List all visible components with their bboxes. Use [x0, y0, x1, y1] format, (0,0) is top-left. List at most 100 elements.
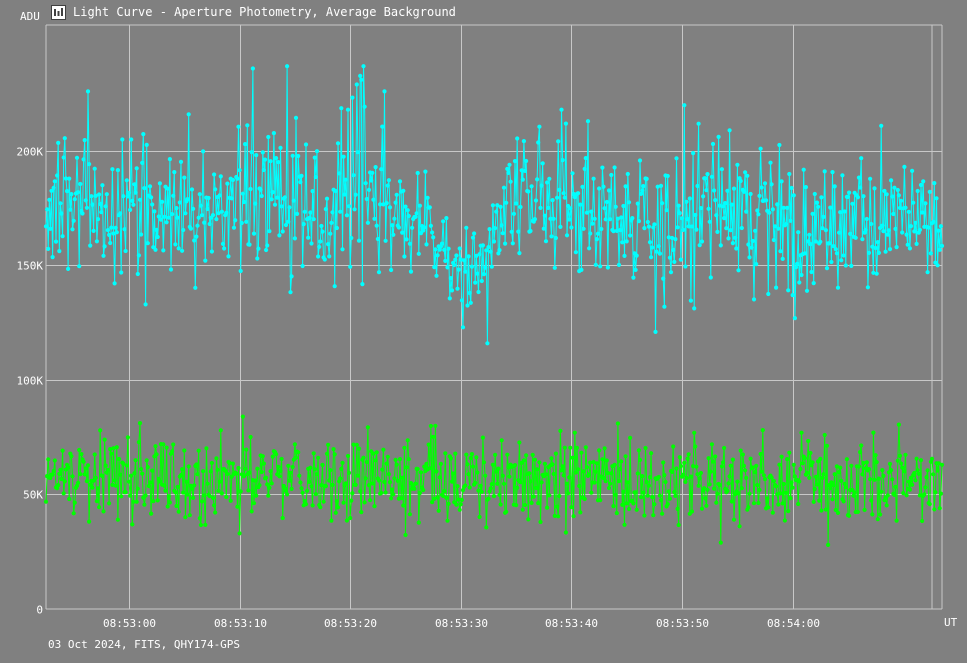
comparison-data-point	[405, 438, 410, 443]
target-data-point	[277, 233, 282, 238]
target-data-point	[175, 215, 180, 220]
comparison-data-point	[60, 448, 65, 453]
comparison-data-point	[140, 471, 145, 476]
comparison-data-point	[612, 462, 617, 467]
target-data-point	[410, 225, 415, 230]
comparison-data-point	[234, 471, 239, 476]
target-data-point	[595, 231, 601, 236]
target-data-point	[683, 264, 688, 269]
comparison-data-point	[465, 462, 470, 467]
comparison-data-point	[917, 493, 923, 498]
target-data-point	[886, 228, 892, 233]
target-data-point	[604, 199, 609, 205]
comparison-data-point	[822, 432, 827, 438]
comparison-data-point	[832, 472, 837, 477]
target-data-point	[592, 216, 597, 221]
comparison-series-line	[45, 416, 943, 545]
target-data-point	[430, 230, 435, 235]
comparison-data-point	[870, 512, 875, 517]
comparison-data-point	[601, 475, 606, 481]
target-data-point	[839, 258, 844, 263]
comparison-data-point	[196, 448, 201, 453]
comparison-data-point	[549, 456, 554, 461]
comparison-data-point	[740, 452, 746, 457]
target-data-point	[319, 223, 324, 229]
comparison-data-point	[362, 500, 367, 505]
target-data-point	[235, 176, 240, 181]
comparison-data-point	[111, 446, 116, 451]
target-data-point	[245, 123, 250, 128]
target-data-point	[813, 239, 819, 244]
comparison-data-point	[765, 496, 770, 501]
target-data-point	[115, 168, 120, 173]
target-data-point	[413, 214, 418, 219]
target-data-point	[49, 188, 54, 193]
comparison-data-point	[593, 469, 598, 474]
target-data-point	[238, 268, 243, 274]
comparison-data-point	[249, 509, 254, 514]
target-data-point	[350, 95, 355, 100]
target-data-point	[381, 202, 386, 207]
comparison-data-point	[684, 475, 689, 481]
comparison-data-point	[139, 466, 144, 472]
comparison-data-point	[412, 486, 417, 491]
comparison-data-point	[797, 479, 802, 484]
comparison-data-point	[189, 486, 195, 491]
target-data-point	[766, 291, 771, 297]
target-data-point	[713, 198, 718, 203]
target-data-point	[240, 191, 245, 196]
comparison-data-point	[902, 469, 907, 474]
target-data-point	[274, 156, 279, 161]
comparison-data-point	[635, 471, 640, 476]
comparison-data-point	[755, 482, 760, 488]
target-data-point	[403, 204, 408, 209]
target-data-point	[422, 225, 427, 230]
target-data-point	[372, 216, 377, 221]
target-data-point	[569, 225, 574, 230]
comparison-data-point	[924, 475, 929, 480]
comparison-data-point	[658, 498, 664, 503]
target-data-point	[55, 173, 60, 178]
target-data-point	[149, 195, 154, 200]
comparison-data-point	[746, 505, 751, 510]
target-data-point	[68, 207, 73, 212]
comparison-data-point	[376, 478, 382, 483]
comparison-data-point	[94, 499, 99, 504]
target-data-point	[118, 211, 123, 216]
target-data-point	[291, 198, 296, 203]
comparison-data-point	[662, 473, 667, 478]
comparison-data-point	[761, 473, 767, 478]
target-data-point	[818, 239, 823, 244]
comparison-data-point	[57, 471, 62, 476]
target-data-point	[497, 248, 502, 253]
target-data-point	[896, 193, 902, 198]
target-data-point	[124, 178, 129, 183]
target-data-point	[557, 187, 562, 192]
target-data-point	[808, 242, 813, 247]
target-data-point	[918, 182, 924, 188]
target-data-point	[364, 196, 369, 202]
comparison-data-point	[798, 466, 803, 472]
comparison-data-point	[321, 499, 326, 504]
target-data-point	[755, 208, 760, 213]
target-data-point	[176, 246, 181, 251]
target-data-point	[537, 124, 542, 129]
comparison-data-point	[539, 480, 544, 485]
comparison-data-point	[243, 466, 248, 471]
comparison-data-point	[663, 479, 668, 485]
target-data-point	[316, 254, 321, 259]
target-data-point	[136, 253, 141, 258]
target-data-point	[860, 237, 865, 242]
comparison-data-point	[324, 451, 330, 456]
target-data-point	[696, 121, 701, 126]
target-data-point	[756, 212, 761, 217]
target-data-point	[397, 179, 403, 184]
comparison-data-point	[582, 496, 587, 502]
comparison-data-point	[203, 522, 208, 528]
target-data-point	[866, 250, 872, 255]
comparison-data-point	[573, 470, 579, 475]
comparison-series	[43, 414, 945, 548]
comparison-data-point	[453, 451, 458, 456]
comparison-data-point	[696, 483, 701, 488]
app-icon[interactable]	[51, 4, 66, 20]
